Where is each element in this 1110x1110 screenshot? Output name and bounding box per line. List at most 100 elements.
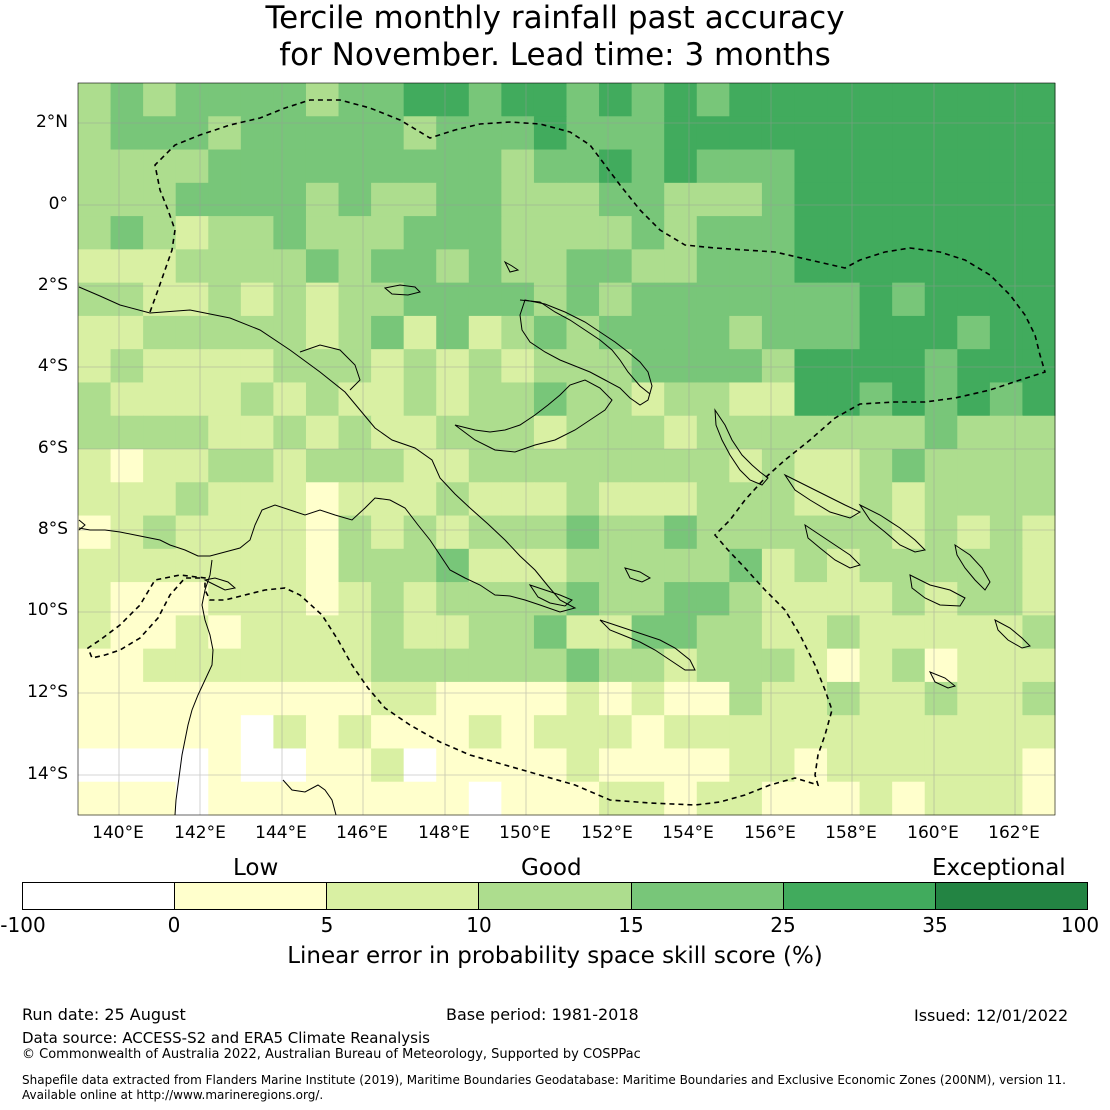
solomon-island-3 <box>804 523 861 569</box>
grid-cell <box>761 116 795 151</box>
grid-cell <box>273 482 307 517</box>
grid-cell <box>664 83 698 117</box>
grid-cell <box>78 315 112 350</box>
grid-cell <box>631 216 665 250</box>
grid-cell <box>989 382 1023 417</box>
grid-cell <box>468 282 502 317</box>
grid-cell <box>501 515 535 550</box>
grid-cell <box>533 382 567 417</box>
grid-cell <box>761 83 795 117</box>
grid-cell <box>599 648 633 683</box>
grid-cell <box>110 315 144 350</box>
grid-cell <box>175 149 209 184</box>
torres-strait-islands <box>203 577 237 591</box>
grid-cell <box>371 482 405 517</box>
grid-cell <box>305 315 340 350</box>
colorbar-segment-3 <box>327 883 480 909</box>
grid-cell <box>175 648 209 683</box>
grid-cell <box>1022 116 1056 151</box>
grid-cell <box>371 781 405 816</box>
grid-cell <box>208 615 242 650</box>
new-ireland-coastline <box>519 299 651 395</box>
grid-cell <box>143 249 177 284</box>
grid-cell <box>143 515 177 550</box>
grid-cell <box>78 116 112 151</box>
grid-cell <box>892 681 926 716</box>
grid-cell <box>175 515 209 550</box>
grid-cell <box>794 83 828 117</box>
grid-cell <box>436 182 470 217</box>
grid-cell <box>240 582 274 616</box>
grid-cell <box>143 415 177 450</box>
grid-cell <box>696 482 730 517</box>
colorbar-category-good: Good <box>521 855 582 881</box>
grid-cell <box>729 648 763 683</box>
grid-cell <box>436 449 470 483</box>
grid-cell <box>501 681 535 716</box>
grid-cell <box>761 515 795 550</box>
grid-cell <box>827 582 861 616</box>
grid-cell <box>143 482 177 517</box>
grid-cell <box>436 83 470 117</box>
grid-cell <box>631 83 665 117</box>
grid-cell <box>305 515 340 550</box>
grid-cell <box>436 116 470 151</box>
grid-cell <box>957 83 991 117</box>
lat-label-2n: 2°N <box>35 112 68 132</box>
grid-cell <box>892 482 926 517</box>
grid-cell <box>533 216 567 250</box>
grid-cell <box>664 515 698 550</box>
grid-cell <box>696 349 730 383</box>
grid-cell <box>729 83 763 117</box>
grid-cell <box>729 149 763 184</box>
grid-cell <box>175 182 209 217</box>
grid-cell <box>110 149 144 184</box>
lon-label-150e: 150°E <box>499 823 551 843</box>
grid-cell <box>859 415 893 450</box>
grid-cell <box>436 382 470 417</box>
grid-cell <box>924 582 958 616</box>
grid-cell <box>305 449 340 483</box>
grid-cell <box>957 182 991 217</box>
grid-cell <box>175 748 209 783</box>
grid-cell <box>208 449 242 483</box>
grid-cell <box>403 382 437 417</box>
grid-cell <box>338 249 372 284</box>
grid-cell <box>208 648 242 683</box>
grid-cell <box>436 615 470 650</box>
grid-cell <box>501 382 535 417</box>
grid-cell <box>501 648 535 683</box>
grid-cell <box>78 249 112 284</box>
grid-cell <box>794 349 828 383</box>
grid-cell <box>924 715 958 749</box>
grid-cell <box>924 216 958 250</box>
grid-cell <box>273 648 307 683</box>
grid-cell <box>729 615 763 650</box>
grid-cell <box>924 548 958 583</box>
grid-cell <box>110 382 144 417</box>
grid-cell <box>892 715 926 749</box>
grid-cell <box>1022 748 1056 783</box>
grid-cell <box>957 116 991 151</box>
grid-cell <box>566 648 600 683</box>
grid-cell <box>599 715 633 749</box>
grid-cell <box>403 149 437 184</box>
grid-cell <box>143 149 177 184</box>
grid-cell <box>305 582 340 616</box>
colorbar-segment-6 <box>783 883 936 909</box>
grid-cell <box>143 648 177 683</box>
grid-cell <box>208 149 242 184</box>
grid-cell <box>403 715 437 749</box>
grid-cell <box>208 349 242 383</box>
grid-cell <box>599 282 633 317</box>
grid-cell <box>273 83 307 117</box>
grid-cell <box>696 449 730 483</box>
grid-cell <box>110 482 144 517</box>
grid-cell <box>208 781 242 816</box>
grid-cell <box>273 582 307 616</box>
grid-cell <box>827 382 861 417</box>
grid-cell <box>664 182 698 217</box>
lat-label-10s: 10°S <box>27 600 68 620</box>
grid-cell <box>273 548 307 583</box>
grid-cell <box>859 515 893 550</box>
